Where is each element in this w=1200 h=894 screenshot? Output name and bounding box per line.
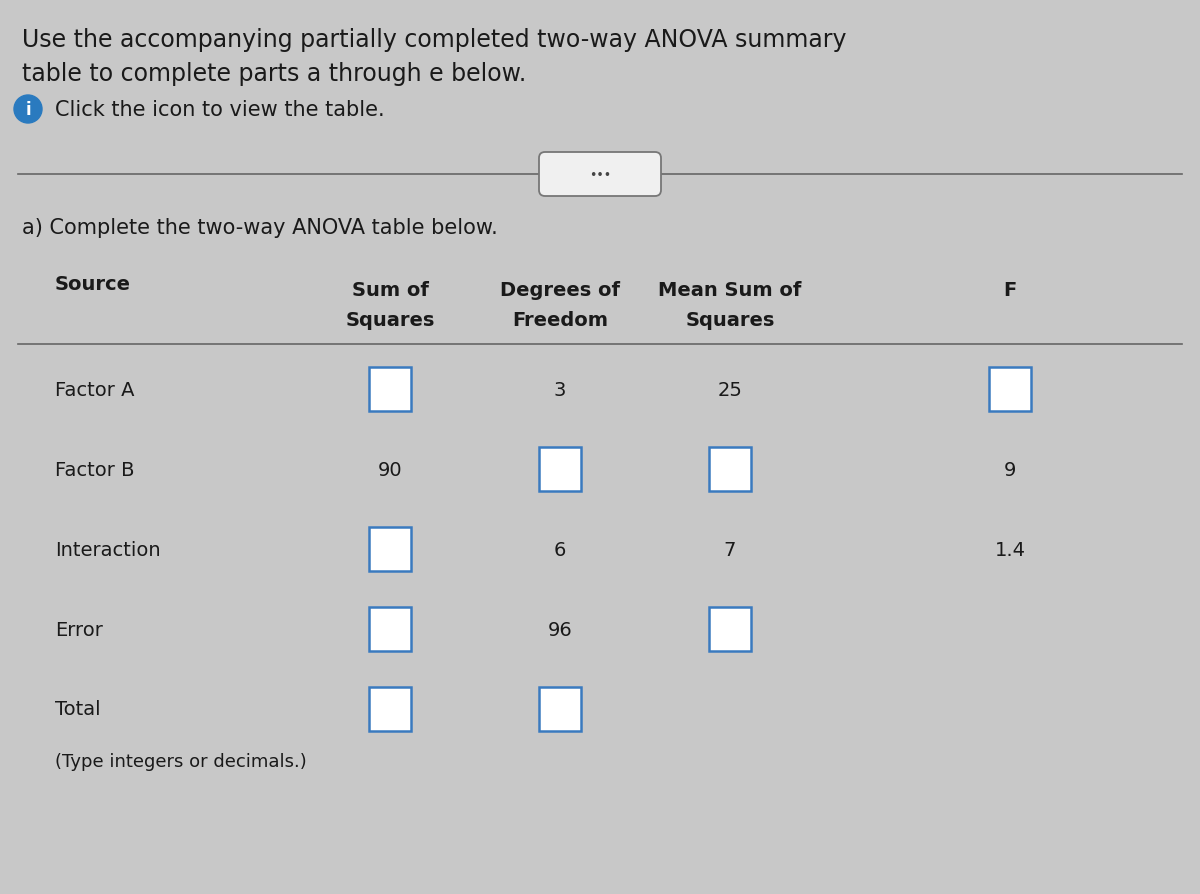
Bar xyxy=(370,607,410,651)
Text: 3: 3 xyxy=(554,380,566,399)
Bar xyxy=(709,607,751,651)
Text: 9: 9 xyxy=(1004,460,1016,479)
Text: F: F xyxy=(1003,280,1016,299)
Bar xyxy=(989,367,1031,411)
Text: Click the icon to view the table.: Click the icon to view the table. xyxy=(55,100,385,120)
Bar xyxy=(709,448,751,492)
Text: Freedom: Freedom xyxy=(512,310,608,329)
Text: Sum of: Sum of xyxy=(352,280,428,299)
Bar xyxy=(370,527,410,571)
Text: 90: 90 xyxy=(378,460,402,479)
Text: Factor B: Factor B xyxy=(55,460,134,479)
Text: Mean Sum of: Mean Sum of xyxy=(659,280,802,299)
Text: Degrees of: Degrees of xyxy=(500,280,620,299)
Text: 6: 6 xyxy=(554,540,566,559)
Text: Interaction: Interaction xyxy=(55,540,161,559)
Bar xyxy=(370,367,410,411)
Text: Total: Total xyxy=(55,700,101,719)
Text: 96: 96 xyxy=(547,620,572,639)
Text: table to complete parts a through e below.: table to complete parts a through e belo… xyxy=(22,62,527,86)
Text: 1.4: 1.4 xyxy=(995,540,1026,559)
Text: a) Complete the two-way ANOVA table below.: a) Complete the two-way ANOVA table belo… xyxy=(22,218,498,238)
Text: Squares: Squares xyxy=(685,310,775,329)
Text: 7: 7 xyxy=(724,540,736,559)
Text: (Type integers or decimals.): (Type integers or decimals.) xyxy=(55,752,307,770)
Text: i: i xyxy=(25,101,31,119)
Text: Error: Error xyxy=(55,620,103,639)
Text: Squares: Squares xyxy=(346,310,434,329)
Text: 25: 25 xyxy=(718,380,743,399)
Text: Source: Source xyxy=(55,275,131,294)
Text: Use the accompanying partially completed two-way ANOVA summary: Use the accompanying partially completed… xyxy=(22,28,846,52)
Bar xyxy=(539,687,581,731)
Bar xyxy=(370,687,410,731)
Text: Factor A: Factor A xyxy=(55,380,134,399)
FancyBboxPatch shape xyxy=(539,153,661,197)
Bar xyxy=(539,448,581,492)
Text: •••: ••• xyxy=(589,168,611,181)
Circle shape xyxy=(14,96,42,124)
